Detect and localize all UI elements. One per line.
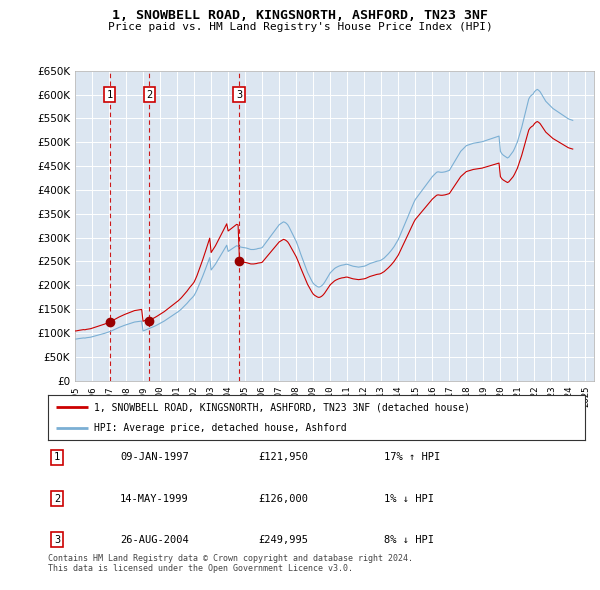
Text: Price paid vs. HM Land Registry's House Price Index (HPI): Price paid vs. HM Land Registry's House … bbox=[107, 22, 493, 32]
Text: 1: 1 bbox=[54, 453, 60, 462]
Text: 1: 1 bbox=[106, 90, 113, 100]
Text: 14-MAY-1999: 14-MAY-1999 bbox=[120, 494, 189, 503]
Text: 2: 2 bbox=[146, 90, 152, 100]
Text: £249,995: £249,995 bbox=[258, 535, 308, 545]
Text: 26-AUG-2004: 26-AUG-2004 bbox=[120, 535, 189, 545]
Text: 3: 3 bbox=[54, 535, 60, 545]
Text: 3: 3 bbox=[236, 90, 242, 100]
Text: 09-JAN-1997: 09-JAN-1997 bbox=[120, 453, 189, 462]
Text: 1, SNOWBELL ROAD, KINGSNORTH, ASHFORD, TN23 3NF (detached house): 1, SNOWBELL ROAD, KINGSNORTH, ASHFORD, T… bbox=[94, 402, 470, 412]
Text: 1% ↓ HPI: 1% ↓ HPI bbox=[384, 494, 434, 503]
Text: 1, SNOWBELL ROAD, KINGSNORTH, ASHFORD, TN23 3NF: 1, SNOWBELL ROAD, KINGSNORTH, ASHFORD, T… bbox=[112, 9, 488, 22]
Text: £121,950: £121,950 bbox=[258, 453, 308, 462]
Text: 8% ↓ HPI: 8% ↓ HPI bbox=[384, 535, 434, 545]
Text: Contains HM Land Registry data © Crown copyright and database right 2024.
This d: Contains HM Land Registry data © Crown c… bbox=[48, 554, 413, 573]
Text: 17% ↑ HPI: 17% ↑ HPI bbox=[384, 453, 440, 462]
Text: HPI: Average price, detached house, Ashford: HPI: Average price, detached house, Ashf… bbox=[94, 422, 346, 432]
Text: £126,000: £126,000 bbox=[258, 494, 308, 503]
Text: 2: 2 bbox=[54, 494, 60, 503]
